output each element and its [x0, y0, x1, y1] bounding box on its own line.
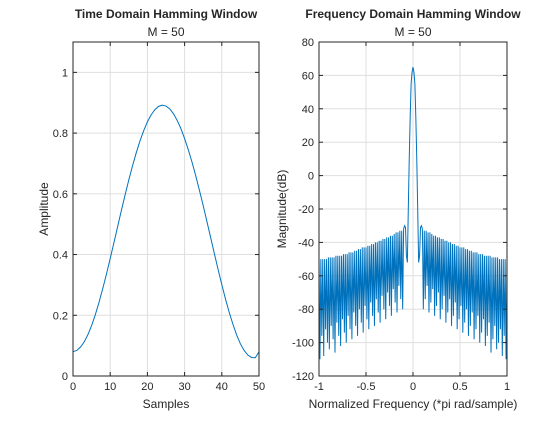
time-domain-xlabel: Samples — [143, 397, 190, 411]
time-domain-ticks: 0 10 20 30 40 50 0 0.2 0.4 0.6 0.8 1 — [53, 42, 265, 393]
time-domain-ytick-label: 0.6 — [53, 189, 68, 201]
time-domain-xtick-label: 50 — [253, 381, 265, 393]
frequency-domain-ytick-label: 80 — [302, 37, 314, 49]
time-domain-ytick-label: 0 — [62, 371, 68, 383]
time-domain-xtick-label: 0 — [70, 381, 76, 393]
frequency-domain-xlabel: Normalized Frequency (*pi rad/sample) — [309, 397, 518, 411]
frequency-domain-xtick-label: 0.5 — [452, 381, 467, 393]
frequency-domain-ytick-label: -60 — [298, 271, 314, 283]
frequency-domain-ytick-label: -100 — [292, 338, 314, 350]
frequency-domain-ytick-label: 40 — [302, 104, 314, 116]
frequency-domain-ticks: -1 -0.5 0 0.5 1 -120 -100 -80 -60 -40 -20 0 20 40 60 80 — [292, 37, 510, 393]
time-domain-xtick-label: 30 — [178, 381, 190, 393]
frequency-domain-ytick-label: -20 — [298, 204, 314, 216]
frequency-domain-ytick-label: 60 — [302, 70, 314, 82]
time-domain-ytick-label: 0.4 — [53, 250, 68, 262]
frequency-domain-xtick-label: 0 — [410, 381, 416, 393]
frequency-domain-ylabel: Magnitude(dB) — [275, 170, 289, 249]
time-domain-xtick-label: 10 — [104, 381, 116, 393]
time-domain-axes-box — [72, 41, 260, 377]
time-domain-ylabel: Amplitude — [37, 182, 51, 236]
frequency-domain-ytick-label: 0 — [308, 171, 314, 183]
frequency-domain-ytick-label: -80 — [298, 304, 314, 316]
frequency-domain-ytick-label: -120 — [292, 371, 314, 383]
frequency-domain-xtick-label: -1 — [314, 381, 324, 393]
time-domain-subtitle: M = 50 — [147, 25, 184, 39]
time-domain-window-line — [72, 104, 260, 359]
frequency-domain-title: Frequency Domain Hamming Window — [305, 7, 521, 21]
time-domain-plot-area — [73, 42, 259, 376]
time-domain-ytick-label: 0.8 — [53, 128, 68, 140]
frequency-domain-xtick-label: 1 — [504, 381, 510, 393]
time-domain-xtick-label: 40 — [216, 381, 228, 393]
time-domain-xtick-label: 20 — [141, 381, 153, 393]
frequency-domain-ytick-label: 20 — [302, 137, 314, 149]
frequency-domain-subplot: -1 -0.5 0 0.5 1 -120 -100 -80 -60 -40 -20 0 20 40 60 80… — [275, 7, 521, 411]
frequency-domain-response-line — [318, 66, 508, 360]
time-domain-ytick-label: 0.2 — [53, 310, 68, 322]
frequency-domain-subtitle: M = 50 — [394, 25, 431, 39]
time-domain-subplot: 0 10 20 30 40 50 0 0.2 0.4 0.6 0.8 1 Time Domain Ha… — [37, 7, 265, 411]
time-domain-title: Time Domain Hamming Window — [75, 7, 258, 21]
frequency-domain-xtick-label: -0.5 — [357, 381, 376, 393]
time-domain-ytick-label: 1 — [62, 67, 68, 79]
frequency-domain-ytick-label: -40 — [298, 237, 314, 249]
